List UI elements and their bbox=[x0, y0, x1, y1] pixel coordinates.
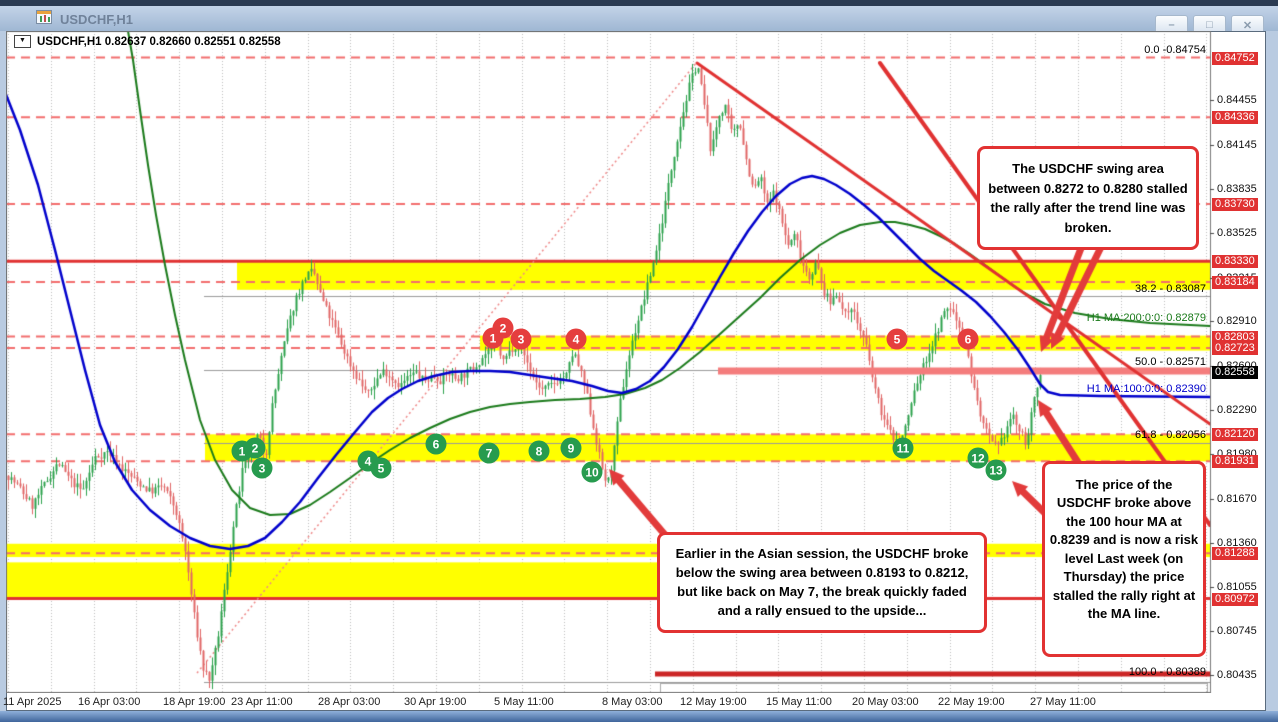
window-controls: – □ ✕ bbox=[1155, 15, 1264, 35]
time-axis-label: 30 Apr 19:00 bbox=[404, 696, 467, 708]
annotation-box-asian-session[interactable]: Earlier in the Asian session, the USDCHF… bbox=[657, 532, 987, 634]
time-axis-label: 28 Apr 03:00 bbox=[318, 696, 381, 708]
price-axis-label: 0.80435 bbox=[1217, 669, 1257, 682]
level-label: 61.8 - 0.82056 bbox=[1135, 429, 1206, 441]
price-level-label: 0.83330 bbox=[1212, 255, 1258, 269]
price-level-label: 0.82803 bbox=[1212, 330, 1258, 344]
support-test-marker[interactable]: 7 bbox=[478, 442, 500, 464]
symbol-dropdown-icon[interactable]: ▼ bbox=[14, 35, 31, 48]
resistance-test-marker[interactable]: 4 bbox=[565, 328, 587, 350]
time-axis-label: 16 Apr 03:00 bbox=[78, 696, 141, 708]
resistance-test-marker[interactable]: 2 bbox=[492, 317, 514, 339]
price-axis-label: 0.84145 bbox=[1217, 138, 1257, 151]
time-axis-label: 8 May 03:00 bbox=[602, 696, 663, 708]
price-level-label: 0.84336 bbox=[1212, 111, 1258, 125]
annotation-box-swing-area[interactable]: The USDCHF swing area between 0.8272 to … bbox=[977, 146, 1199, 250]
resistance-test-marker[interactable]: 3 bbox=[510, 328, 532, 350]
time-axis-label: 23 Apr 11:00 bbox=[231, 696, 293, 708]
price-axis-label: 0.80745 bbox=[1217, 625, 1257, 638]
price-axis-label: 0.81055 bbox=[1217, 580, 1257, 593]
support-test-marker[interactable]: 5 bbox=[370, 457, 392, 479]
support-test-marker[interactable]: 8 bbox=[528, 440, 550, 462]
time-axis-label: 12 May 19:00 bbox=[680, 696, 747, 708]
level-label: H1 MA:200:0:0: 0.82879 bbox=[1086, 312, 1206, 324]
window-bottom-edge bbox=[0, 711, 1278, 722]
price-level-label: 0.81931 bbox=[1212, 455, 1258, 469]
annotation-text: The price of the USDCHF broke above the … bbox=[1049, 477, 1199, 622]
support-test-marker[interactable]: 11 bbox=[892, 437, 914, 459]
price-axis-label: 0.82290 bbox=[1217, 404, 1257, 416]
resistance-test-marker[interactable]: 6 bbox=[957, 328, 979, 350]
price-level-label: 0.83184 bbox=[1212, 276, 1258, 290]
annotation-text: The USDCHF swing area between 0.8272 to … bbox=[988, 161, 1188, 235]
level-label: 50.0 - 0.82571 bbox=[1135, 356, 1206, 368]
price-axis-label: 0.82910 bbox=[1217, 315, 1257, 328]
time-axis-label: 5 May 11:00 bbox=[494, 696, 554, 708]
support-test-marker[interactable]: 13 bbox=[985, 459, 1007, 481]
support-test-marker[interactable]: 6 bbox=[425, 433, 447, 455]
price-chart-canvas[interactable] bbox=[6, 31, 1216, 693]
support-test-marker[interactable]: 9 bbox=[560, 437, 582, 459]
level-label: 38.2 - 0.83087 bbox=[1135, 283, 1206, 295]
window-top-edge bbox=[0, 0, 1278, 6]
support-test-marker[interactable]: 10 bbox=[581, 461, 603, 483]
support-test-marker[interactable]: 3 bbox=[251, 457, 273, 479]
time-axis-label: 27 May 11:00 bbox=[1030, 696, 1096, 708]
price-axis-label: 0.81670 bbox=[1217, 492, 1257, 505]
price-level-label: 0.84752 bbox=[1212, 51, 1258, 65]
price-level-label: 0.82723 bbox=[1212, 342, 1258, 356]
price-level-label: 0.80972 bbox=[1212, 592, 1258, 606]
support-test-marker[interactable]: 12 bbox=[967, 447, 989, 469]
support-test-marker[interactable]: 2 bbox=[244, 437, 266, 459]
window-title: USDCHF,H1 bbox=[60, 12, 133, 27]
annotation-box-ma-break[interactable]: The price of the USDCHF broke above the … bbox=[1042, 461, 1206, 657]
ohlc-header: ▼ USDCHF,H1 0.82637 0.82660 0.82551 0.82… bbox=[14, 35, 281, 48]
current-price-label: 0.82558 bbox=[1212, 365, 1258, 379]
level-label: H1 MA:100:0:0: 0.82390 bbox=[1086, 383, 1206, 395]
price-axis-label: 0.83525 bbox=[1217, 227, 1257, 240]
price-level-label: 0.82120 bbox=[1212, 428, 1258, 442]
title-bar: USDCHF,H1 – □ ✕ bbox=[0, 6, 1278, 35]
price-axis-label: 0.84455 bbox=[1217, 94, 1257, 107]
ohlc-values: USDCHF,H1 0.82637 0.82660 0.82551 0.8255… bbox=[37, 35, 281, 48]
time-axis-label: 22 May 19:00 bbox=[938, 696, 1005, 708]
time-axis-label: 20 May 03:00 bbox=[852, 696, 919, 708]
price-axis-label: 0.83835 bbox=[1217, 182, 1257, 195]
annotation-text: Earlier in the Asian session, the USDCHF… bbox=[675, 546, 969, 618]
minimize-button[interactable]: – bbox=[1155, 15, 1188, 35]
resistance-test-marker[interactable]: 5 bbox=[886, 328, 908, 350]
time-axis-label: 18 Apr 19:00 bbox=[163, 696, 226, 708]
chart-window-icon bbox=[36, 10, 52, 24]
level-label: 100.0 - 0.80389 bbox=[1128, 666, 1206, 678]
time-axis-label: 11 Apr 2025 bbox=[3, 696, 62, 708]
price-level-label: 0.81288 bbox=[1212, 547, 1258, 561]
price-axis-label: 0.81360 bbox=[1217, 537, 1257, 550]
time-axis-label: 15 May 11:00 bbox=[766, 696, 832, 708]
price-level-label: 0.83730 bbox=[1212, 197, 1258, 211]
level-label: 0.0 -0.84754 bbox=[1144, 44, 1206, 56]
